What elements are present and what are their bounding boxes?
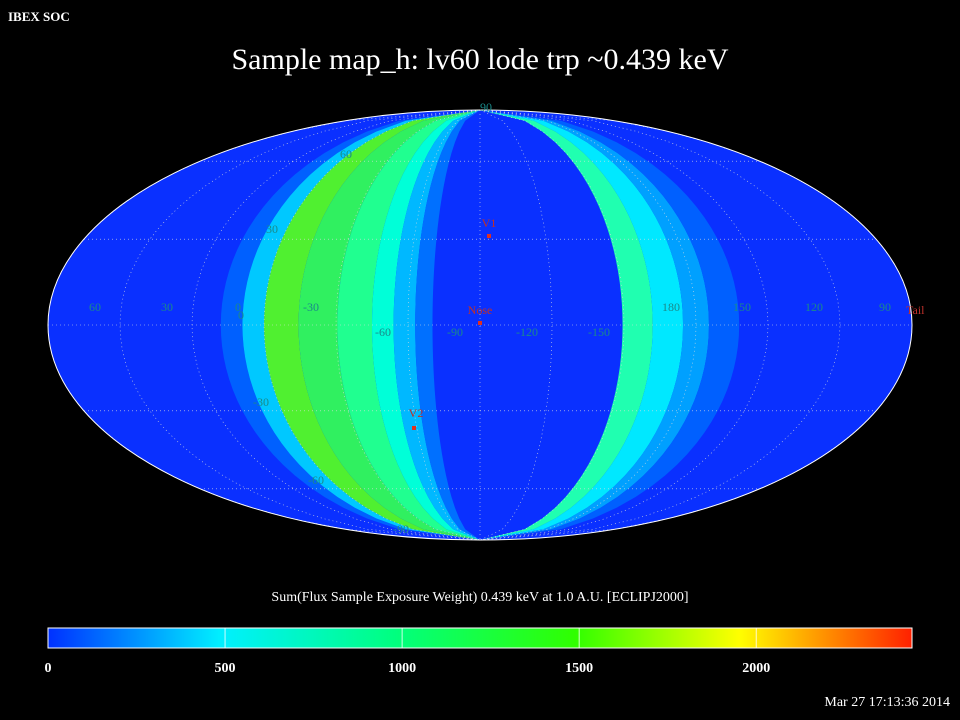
latitude-label: -90 — [393, 522, 409, 536]
colorbar-tick-label: 0 — [45, 661, 52, 676]
latitude-label: 30 — [266, 222, 278, 236]
longitude-label: 150 — [733, 300, 751, 314]
colorbar-tick-label: 1000 — [388, 661, 416, 676]
longitude-label: 0 — [235, 300, 241, 314]
longitude-label: -150 — [588, 325, 610, 339]
latitude-label: 60 — [340, 147, 352, 161]
colorbar-tick-label: 500 — [215, 661, 236, 676]
longitude-label: -120 — [516, 325, 538, 339]
exposure-band — [298, 110, 480, 540]
longitude-label: 60 — [89, 300, 101, 314]
exposure-band — [480, 110, 684, 540]
marker-label: V1 — [482, 216, 497, 230]
longitude-label: 180 — [662, 300, 680, 314]
colorbar-tick-label: 2000 — [742, 661, 770, 676]
longitude-label: -60 — [375, 325, 391, 339]
map-title: Sample map_h: lv60 lode trp ~0.439 keV — [232, 43, 729, 76]
colorbar — [47, 627, 913, 649]
marker-label: V2 — [409, 406, 424, 420]
exposure-band — [264, 110, 480, 540]
marker-label: Nose — [468, 303, 493, 317]
colorbar-title: Sum(Flux Sample Exposure Weight) 0.439 k… — [271, 590, 688, 605]
map-border — [47, 109, 913, 541]
latitude-label: 0 — [238, 308, 244, 322]
exposure-band — [415, 110, 480, 540]
marker — [487, 234, 491, 238]
latitude-label: -30 — [253, 395, 269, 409]
marker — [478, 321, 482, 325]
longitude-label: -90 — [447, 325, 463, 339]
longitude-label: 90 — [879, 300, 891, 314]
exposure-bands — [220, 110, 740, 540]
exposure-band — [337, 110, 480, 540]
latitude-label: -60 — [308, 473, 324, 487]
longitude-label: 30 — [161, 300, 173, 314]
longitude-label: -30 — [303, 300, 319, 314]
latitude-label: 90 — [480, 100, 492, 114]
colorbar-tick-label: 1500 — [565, 661, 593, 676]
longitude-label: 120 — [805, 300, 823, 314]
marker — [412, 426, 416, 430]
exposure-band — [393, 110, 480, 540]
exposure-band — [480, 110, 653, 540]
exposure-band — [372, 110, 480, 540]
marker-label: Tail — [906, 303, 925, 317]
source-label: IBEX SOC — [8, 9, 70, 24]
timestamp: Mar 27 17:13:36 2014 — [824, 695, 950, 710]
